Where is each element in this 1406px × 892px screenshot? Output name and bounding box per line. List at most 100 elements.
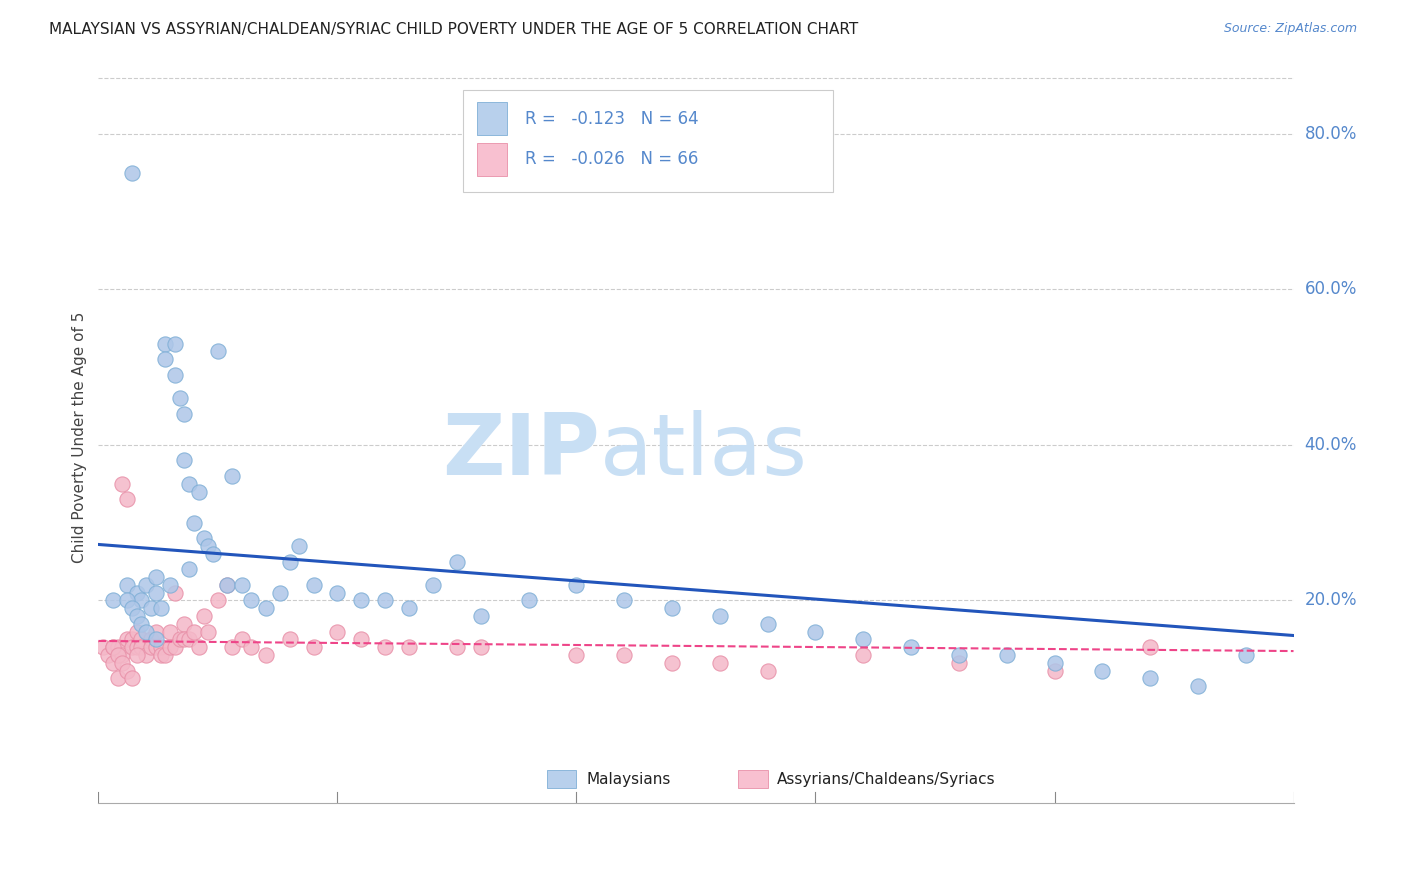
Point [159,640,181,655]
Y-axis label: Child Poverty Under the Age of 5: Child Poverty Under the Age of 5 [72,311,87,563]
Point [111,656,134,670]
Point [326,624,349,639]
Point [145,624,167,639]
Point [207,593,229,607]
Point [517,593,540,607]
Point [350,593,373,607]
Text: R =   -0.123   N = 64: R = -0.123 N = 64 [524,110,699,128]
Text: 20.0%: 20.0% [1305,591,1357,609]
Point [91,640,114,655]
Point [374,640,396,655]
Text: ZIP: ZIP [443,410,600,493]
Point [135,624,157,639]
Point [197,539,219,553]
Point [159,624,181,639]
Point [326,585,349,599]
Point [804,624,827,639]
Point [221,640,243,655]
Point [111,640,134,655]
Point [173,632,195,647]
Point [202,547,225,561]
Point [240,593,263,607]
Point [149,601,172,615]
Point [1043,656,1066,670]
Point [422,578,444,592]
Point [254,601,277,615]
Point [217,578,239,592]
Point [173,453,195,467]
Point [131,640,153,655]
Point [565,578,588,592]
Point [207,344,229,359]
Text: 80.0%: 80.0% [1305,125,1357,143]
Point [139,601,162,615]
Point [756,664,779,678]
Point [111,476,134,491]
Point [995,648,1018,662]
Point [125,648,148,662]
Point [948,648,970,662]
Point [193,609,215,624]
Point [269,585,291,599]
Point [173,407,195,421]
Point [125,609,148,624]
Point [470,609,492,624]
Point [173,616,195,631]
Point [187,640,209,655]
FancyBboxPatch shape [547,770,576,789]
Point [163,640,186,655]
Text: Malaysians: Malaysians [586,772,671,787]
Point [163,368,186,382]
Text: atlas: atlas [600,410,808,493]
Point [302,578,325,592]
Point [240,640,263,655]
Point [231,578,253,592]
Point [155,352,177,367]
Point [187,484,209,499]
Point [446,640,468,655]
Point [163,336,186,351]
Text: 40.0%: 40.0% [1305,436,1357,454]
Point [145,640,167,655]
Text: MALAYSIAN VS ASSYRIAN/CHALDEAN/SYRIAC CHILD POVERTY UNDER THE AGE OF 5 CORRELATI: MALAYSIAN VS ASSYRIAN/CHALDEAN/SYRIAC CH… [49,22,859,37]
Point [107,640,129,655]
Point [145,585,167,599]
Point [278,632,301,647]
Point [179,476,201,491]
Point [159,578,181,592]
Point [149,648,172,662]
Point [374,593,396,607]
Point [115,632,138,647]
Text: Source: ZipAtlas.com: Source: ZipAtlas.com [1223,22,1357,36]
Point [661,601,683,615]
Point [169,632,191,647]
Point [163,585,186,599]
Point [183,516,205,530]
FancyBboxPatch shape [477,103,508,136]
Point [1234,648,1257,662]
Point [139,640,162,655]
Text: 60.0%: 60.0% [1305,280,1357,298]
Point [121,632,143,647]
Point [101,656,124,670]
Point [155,336,177,351]
Point [131,632,153,647]
FancyBboxPatch shape [738,770,768,789]
Point [121,601,143,615]
Point [470,640,492,655]
Point [145,570,167,584]
Point [1139,671,1161,685]
Point [169,391,191,405]
Point [1187,679,1209,693]
Text: Assyrians/Chaldeans/Syriacs: Assyrians/Chaldeans/Syriacs [778,772,995,787]
Point [121,165,143,179]
Point [101,640,124,655]
FancyBboxPatch shape [477,143,508,176]
Point [125,624,148,639]
Point [709,656,731,670]
Point [852,648,875,662]
Point [398,601,420,615]
Point [398,640,420,655]
Point [125,585,148,599]
Point [121,640,143,655]
